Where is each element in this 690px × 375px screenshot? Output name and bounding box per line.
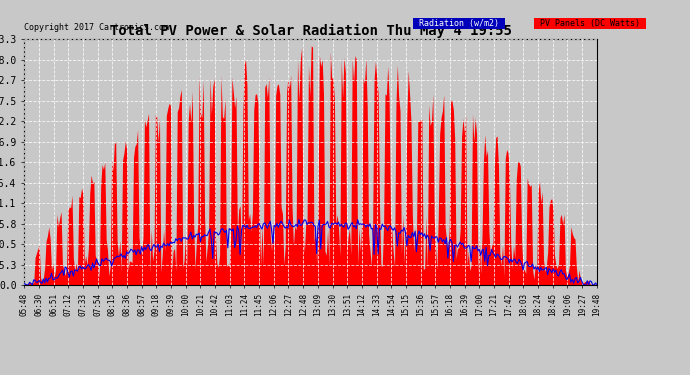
Title: Total PV Power & Solar Radiation Thu May 4 19:55: Total PV Power & Solar Radiation Thu May…: [110, 24, 511, 38]
Text: PV Panels (DC Watts): PV Panels (DC Watts): [535, 19, 644, 28]
Text: Radiation (w/m2): Radiation (w/m2): [414, 19, 504, 28]
Text: Copyright 2017 Cartronics.com: Copyright 2017 Cartronics.com: [24, 23, 169, 32]
